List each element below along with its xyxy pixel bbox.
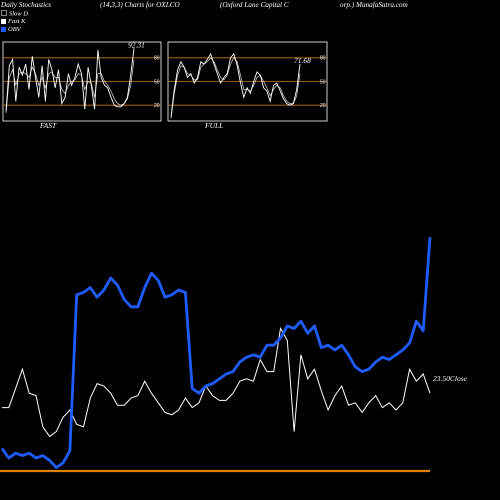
y-tick-label: 20 xyxy=(154,103,160,109)
y-tick-label: 20 xyxy=(320,103,326,109)
obv-line xyxy=(0,237,432,470)
legend-fast-k: Fast K xyxy=(1,18,26,25)
fast-k-swatch xyxy=(1,18,6,24)
legend-obv: OBV xyxy=(1,26,21,33)
y-tick-label: 80 xyxy=(154,56,160,62)
last-value-label: 71.68 xyxy=(294,56,311,65)
series-line-fast-k xyxy=(5,48,135,112)
header-right: orp.) MunafaSutra.com xyxy=(340,1,408,9)
y-tick-label: 80 xyxy=(320,56,326,62)
close-line xyxy=(2,326,431,438)
slow-d-swatch xyxy=(1,10,7,16)
y-tick-label: 50 xyxy=(320,79,326,85)
header-company: (Oxford Lane Capital C xyxy=(220,1,289,9)
header-left: Daily Stochastics xyxy=(1,1,52,9)
legend-slow-d-label: Slow D xyxy=(9,10,28,18)
legend-fast-k-label: Fast K xyxy=(8,18,26,25)
full-panel: 20 50 80 71.68 xyxy=(167,41,328,122)
obv-swatch xyxy=(1,26,6,32)
close-label: 23.50Close xyxy=(433,374,468,383)
series-line-fast-k xyxy=(170,52,301,118)
fast-panel-label: FAST xyxy=(39,121,57,130)
y-tick-label: 50 xyxy=(154,79,160,85)
header-params: (14,3,3) Charts for OXLCO xyxy=(100,1,180,9)
last-value-label: 92.31 xyxy=(128,40,145,49)
legend-slow-d: Slow D xyxy=(1,10,28,18)
legend-obv-label: OBV xyxy=(8,26,21,33)
series-line-slow-d xyxy=(5,59,135,114)
full-panel-label: FULL xyxy=(204,121,223,130)
main-panel: 23.50Close xyxy=(0,237,468,473)
series-line-slow-d xyxy=(170,57,301,119)
fast-panel: 20 50 80 92.31 xyxy=(2,40,162,122)
